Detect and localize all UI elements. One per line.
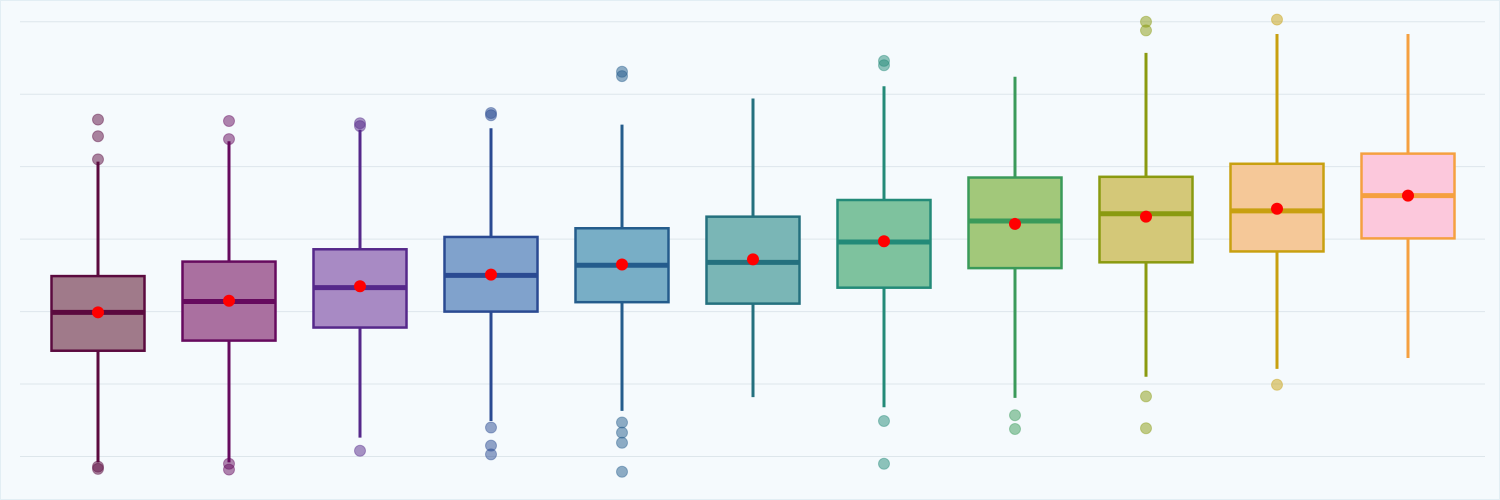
mean-marker xyxy=(747,253,759,266)
outlier xyxy=(1271,378,1283,391)
outlier xyxy=(223,115,235,128)
outlier xyxy=(878,457,890,470)
outlier xyxy=(92,153,104,166)
outlier xyxy=(485,448,497,461)
outlier xyxy=(616,416,628,429)
outlier xyxy=(92,130,104,143)
mean-marker xyxy=(878,235,890,248)
mean-marker xyxy=(1140,210,1152,223)
outlier xyxy=(1140,422,1152,435)
outlier xyxy=(92,462,104,475)
outlier xyxy=(616,436,628,449)
mean-marker xyxy=(616,258,628,271)
mean-marker xyxy=(485,268,497,281)
outlier xyxy=(878,415,890,428)
outlier xyxy=(616,70,628,83)
outlier xyxy=(1271,13,1283,26)
outlier xyxy=(223,463,235,476)
outlier xyxy=(616,465,628,478)
mean-marker xyxy=(92,306,104,319)
outlier xyxy=(354,444,366,457)
outlier xyxy=(485,109,497,122)
mean-marker xyxy=(1402,189,1414,202)
mean-marker xyxy=(1009,217,1021,230)
outlier xyxy=(92,113,104,126)
outlier xyxy=(1140,390,1152,403)
mean-marker xyxy=(223,294,235,307)
mean-marker xyxy=(1271,202,1283,215)
outlier xyxy=(1009,422,1021,435)
mean-marker xyxy=(354,280,366,293)
outlier xyxy=(878,59,890,72)
outlier xyxy=(1140,24,1152,37)
outlier xyxy=(485,421,497,434)
outlier xyxy=(354,120,366,133)
outlier xyxy=(223,133,235,146)
outlier xyxy=(1009,409,1021,422)
outlier xyxy=(616,426,628,439)
